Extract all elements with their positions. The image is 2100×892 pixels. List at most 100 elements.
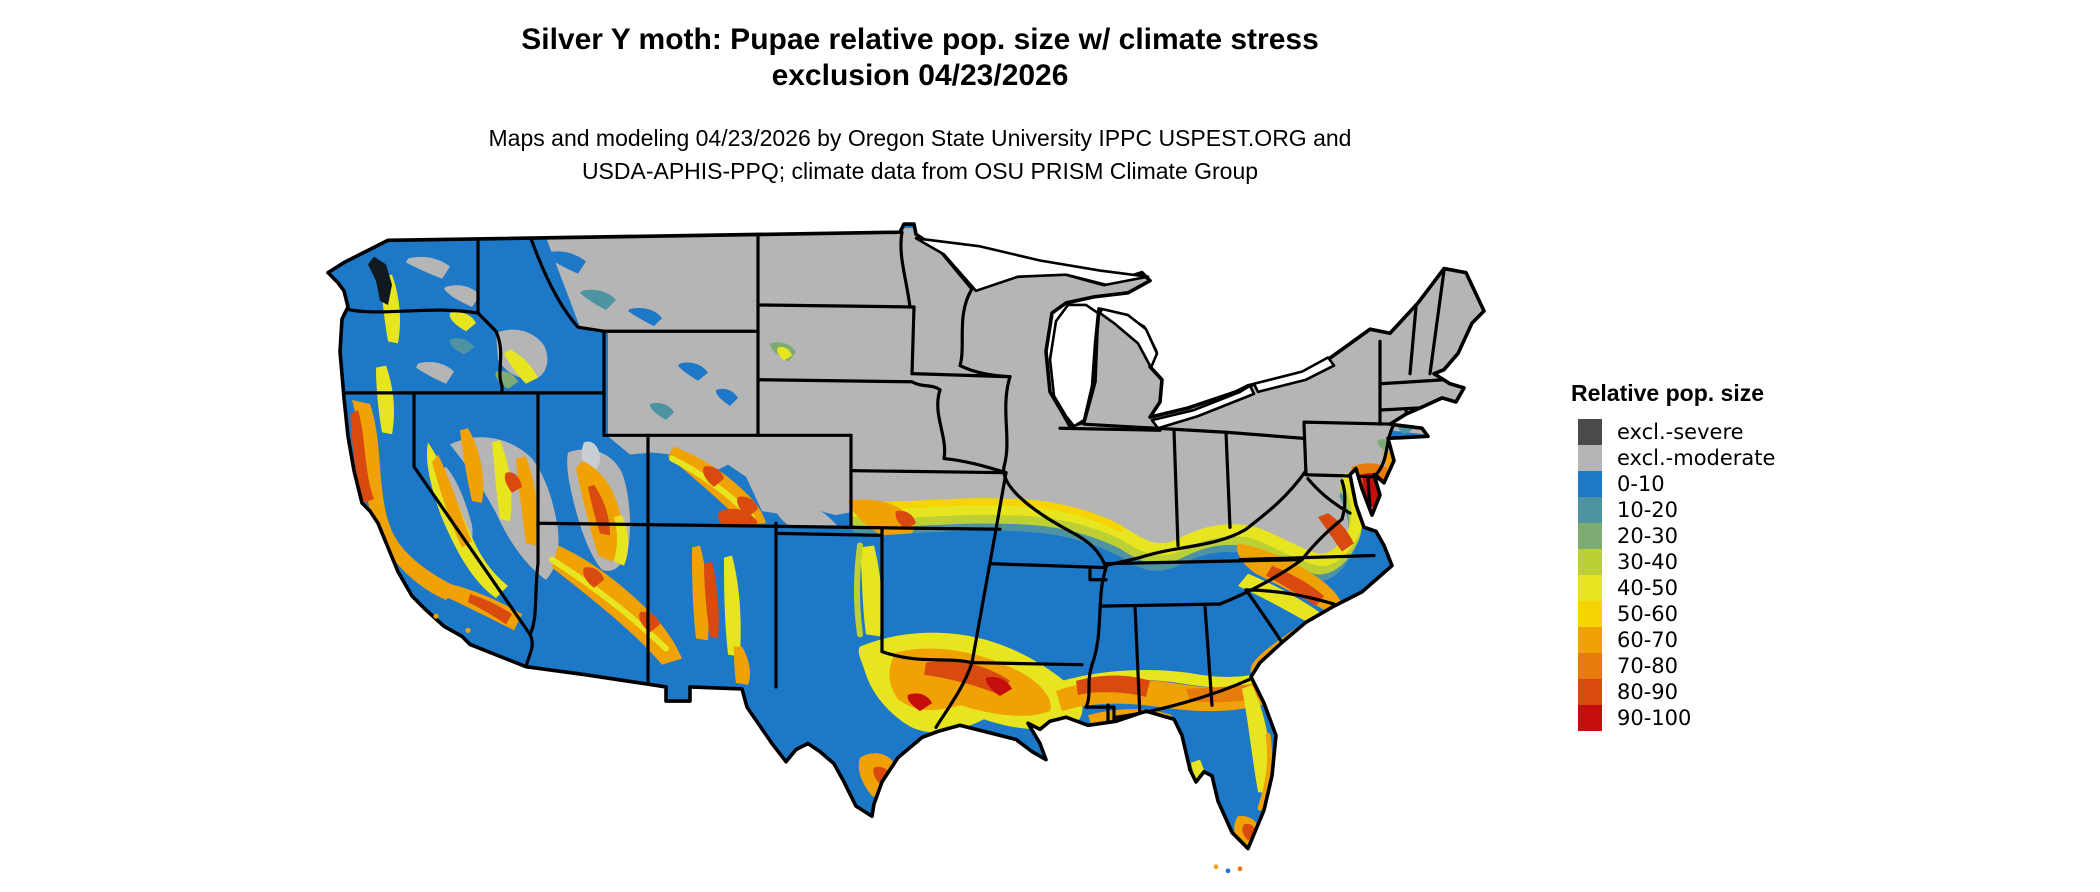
map-region xyxy=(449,338,474,355)
state-border xyxy=(1218,557,1304,606)
state-border xyxy=(994,471,1008,531)
map-subtitle-line1: Maps and modeling 04/23/2026 by Oregon S… xyxy=(488,125,1352,151)
state-border xyxy=(1374,422,1396,477)
state-border xyxy=(476,311,504,395)
map-region xyxy=(678,362,708,381)
state-border xyxy=(970,527,998,665)
state-border xyxy=(1104,469,1308,568)
map-subtitle-line2: USDA-APHIS-PPQ; climate data from OSU PR… xyxy=(581,158,1259,184)
island-dot xyxy=(1225,868,1231,874)
us-map-container xyxy=(300,212,1540,889)
legend-item-20-30: 20-30 xyxy=(1571,523,1991,549)
state-border xyxy=(528,521,540,636)
map-region xyxy=(352,399,458,601)
legend-swatch xyxy=(1578,523,1602,549)
state-border xyxy=(1133,604,1142,719)
map-region xyxy=(614,515,629,566)
map-region xyxy=(715,388,738,407)
state-border xyxy=(1304,473,1380,479)
map-region xyxy=(516,456,538,546)
state-border xyxy=(1340,479,1347,521)
map-region xyxy=(895,510,916,530)
state-border xyxy=(1002,375,1108,570)
map-region xyxy=(628,307,662,327)
state-border xyxy=(1084,566,1108,709)
lake-superior xyxy=(914,236,1150,293)
legend-item-excl-moderate: excl.-moderate xyxy=(1571,445,1991,471)
state-border xyxy=(1203,604,1214,707)
map-region xyxy=(583,567,604,588)
legend-item-30-40: 30-40 xyxy=(1571,549,1991,575)
legend-swatch xyxy=(1578,679,1602,705)
legend-label: 80-90 xyxy=(1617,680,1679,704)
map-region xyxy=(492,440,512,522)
lake-ontario xyxy=(1252,356,1336,394)
lake-erie xyxy=(1150,384,1256,430)
state-border xyxy=(880,649,974,665)
island-dot xyxy=(465,627,471,633)
map-title-line1: Silver Y moth: Pupae relative pop. size … xyxy=(521,23,1319,56)
legend-label: 60-70 xyxy=(1617,628,1679,652)
legend-item-70-80: 70-80 xyxy=(1571,653,1991,679)
map-region xyxy=(1056,670,1272,691)
legend-item-80-90: 80-90 xyxy=(1571,679,1991,705)
state-border xyxy=(1084,705,1116,723)
map-region xyxy=(468,593,512,625)
legend-label: 90-100 xyxy=(1617,706,1692,730)
state-border xyxy=(526,228,606,333)
map-region xyxy=(549,556,669,652)
map-region xyxy=(444,285,480,307)
legend-label: 10-20 xyxy=(1617,498,1679,522)
map-region xyxy=(860,545,882,637)
state-border xyxy=(1428,268,1446,376)
legend-item-90-100: 90-100 xyxy=(1571,705,1991,731)
state-border xyxy=(1238,553,1376,562)
legend-swatch xyxy=(1578,549,1602,575)
legend-label: 50-60 xyxy=(1617,602,1679,626)
state-border xyxy=(1244,588,1284,645)
state-border xyxy=(970,661,1084,667)
legend-label: excl.-moderate xyxy=(1617,446,1776,470)
legend-item-50-60: 50-60 xyxy=(1571,601,1991,627)
state-border xyxy=(1408,305,1418,376)
map-region xyxy=(704,561,719,639)
state-border xyxy=(1378,378,1446,386)
legend-swatch xyxy=(1578,445,1602,471)
legend-item-60-70: 60-70 xyxy=(1571,627,1991,653)
legend-label: 30-40 xyxy=(1617,550,1679,574)
map-region xyxy=(1242,684,1272,795)
legend-swatch xyxy=(1578,497,1602,523)
state-border xyxy=(1224,430,1232,529)
state-border xyxy=(756,303,916,309)
legend-label: 20-30 xyxy=(1617,524,1679,548)
legend-swatch xyxy=(1578,653,1602,679)
legend-swatch xyxy=(1578,627,1602,653)
state-border xyxy=(1306,477,1352,515)
map-region xyxy=(649,402,674,421)
map-region xyxy=(376,365,394,435)
state-border xyxy=(756,378,942,392)
legend-item-10-20: 10-20 xyxy=(1571,497,1991,523)
state-border xyxy=(774,531,884,537)
state-border xyxy=(934,661,974,729)
state-border xyxy=(1098,602,1222,608)
map-subtitle: Maps and modeling 04/23/2026 by Oregon S… xyxy=(170,122,1670,188)
legend-item-excl-severe: excl.-severe xyxy=(1571,419,1991,445)
legend-label: 0-10 xyxy=(1617,472,1665,496)
map-region xyxy=(985,677,1012,697)
legend-swatch xyxy=(1578,419,1602,445)
map-region xyxy=(432,454,472,548)
state-border xyxy=(936,388,1008,475)
map-region xyxy=(1076,675,1150,698)
map-region xyxy=(1318,513,1354,552)
legend-swatch xyxy=(1578,471,1602,497)
map-region xyxy=(717,508,758,527)
state-border xyxy=(988,562,1108,570)
map-region xyxy=(703,466,724,487)
map-region xyxy=(449,312,476,332)
legend: Relative pop. size excl.-severe excl.-mod… xyxy=(1571,380,1991,731)
map-region xyxy=(546,251,586,274)
state-border xyxy=(344,307,480,315)
island-dot xyxy=(1213,864,1219,870)
